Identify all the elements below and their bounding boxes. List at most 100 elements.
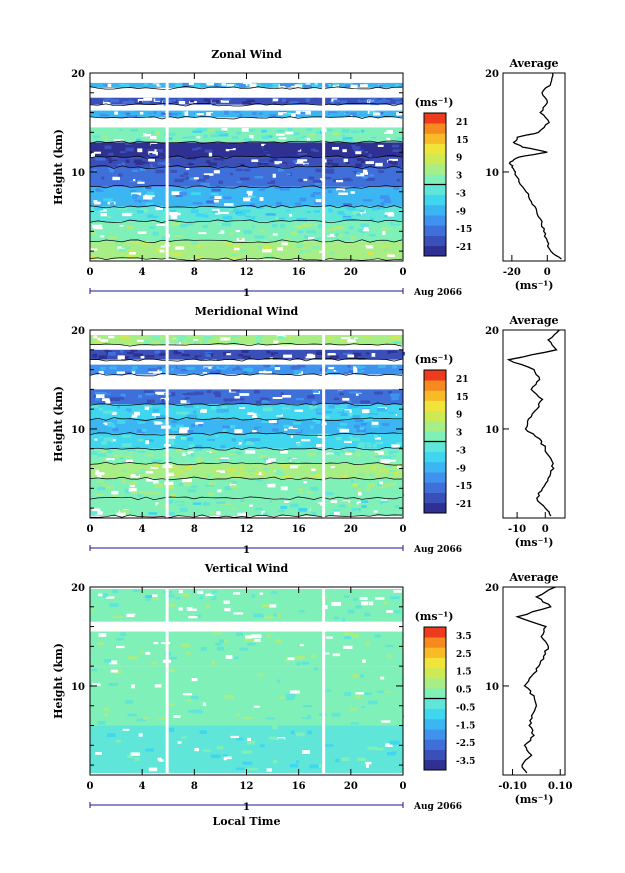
heatmap-speckle — [213, 170, 220, 174]
heatmap-speckle — [371, 84, 376, 88]
heatmap-speckle — [277, 679, 281, 683]
heatmap-speckle — [252, 449, 259, 453]
heatmap-speckle — [264, 244, 272, 247]
heatmap-speckle — [113, 139, 124, 142]
heatmap-speckle — [126, 224, 134, 227]
heatmap-speckle — [290, 499, 297, 503]
contour-line — [89, 402, 403, 406]
heatmap-speckle — [261, 143, 266, 147]
heatmap-speckle — [259, 454, 268, 458]
heatmap-speckle — [266, 425, 275, 429]
heatmap-speckle — [230, 485, 239, 489]
heatmap-speckle — [141, 428, 147, 432]
heatmap-speckle — [98, 339, 109, 342]
heatmap-layer-3 — [90, 588, 403, 622]
heatmap-speckle — [356, 173, 365, 177]
heatmap-speckle — [297, 152, 308, 156]
heatmap-speckle — [203, 173, 214, 176]
heatmap-speckle — [97, 137, 106, 141]
heatmap-speckle — [175, 597, 180, 600]
heatmap-speckle — [297, 488, 303, 491]
heatmap-speckle — [323, 605, 328, 609]
heatmap-speckle — [362, 684, 372, 688]
profile-x-axis-label: (ms⁻¹) — [515, 793, 554, 806]
colorbar-tick-label: 3 — [456, 429, 462, 439]
contour-line — [89, 496, 403, 501]
heatmap-speckle — [200, 459, 204, 463]
heatmap-speckle — [268, 501, 274, 505]
heatmap-speckle — [312, 179, 322, 183]
heatmap-speckle — [222, 158, 227, 161]
heatmap-speckle — [97, 337, 101, 341]
heatmap-speckle — [266, 459, 272, 464]
heatmap-speckle — [316, 351, 325, 356]
heatmap-layer-5 — [90, 157, 403, 167]
heatmap-speckle — [225, 148, 236, 152]
heatmap-speckle — [179, 224, 188, 228]
heatmap-speckle — [300, 441, 305, 444]
heatmap-speckle — [235, 137, 245, 141]
heatmap-speckle — [225, 224, 231, 229]
heatmap-speckle — [191, 424, 195, 428]
heatmap-speckle — [234, 451, 242, 455]
heatmap-speckle — [145, 440, 150, 445]
heatmap-speckle — [97, 642, 104, 646]
heatmap-speckle — [236, 131, 242, 135]
heatmap-speckle — [349, 391, 359, 394]
heatmap-speckle — [151, 114, 161, 117]
heatmap-speckle — [284, 500, 290, 504]
heatmap-speckle — [222, 429, 227, 433]
heatmap-speckle — [98, 355, 107, 360]
heatmap-speckle — [211, 405, 217, 410]
heatmap-speckle — [342, 433, 351, 437]
heatmap-speckle — [179, 507, 188, 512]
heatmap-speckle — [122, 473, 126, 476]
heatmap-speckle — [322, 443, 329, 447]
heatmap-speckle — [269, 467, 277, 471]
heatmap-speckle — [178, 647, 188, 652]
heatmap-speckle — [170, 467, 179, 470]
heatmap-speckle — [105, 111, 114, 115]
heatmap-speckle — [240, 499, 245, 503]
heatmap-speckle — [152, 608, 160, 611]
heatmap-speckle — [296, 469, 303, 473]
heatmap-speckle — [265, 338, 269, 343]
heatmap-speckle — [389, 740, 400, 745]
heatmap-speckle — [217, 230, 225, 234]
heatmap-speckle — [395, 100, 402, 105]
heatmap-speckle — [358, 503, 369, 506]
heatmap-speckle — [93, 169, 97, 173]
heatmap-speckle — [192, 202, 203, 205]
heatmap-speckle — [335, 202, 341, 205]
heatmap-speckle — [290, 132, 300, 136]
heatmap-speckle — [281, 242, 288, 246]
heatmap-speckle — [127, 449, 136, 452]
heatmap-speckle — [157, 757, 162, 761]
heatmap-speckle — [253, 613, 264, 618]
heatmap-speckle — [315, 113, 319, 118]
heatmap-speckle — [242, 761, 253, 765]
heatmap-speckle — [190, 209, 199, 214]
heatmap-speckle — [111, 490, 119, 495]
heatmap-speckle — [280, 506, 288, 509]
heatmap-speckle — [108, 351, 116, 356]
heatmap-speckle — [282, 474, 287, 477]
colorbar-swatch — [424, 431, 446, 442]
heatmap-speckle — [384, 197, 391, 202]
heatmap-speckle — [323, 352, 328, 357]
date-suffix: Aug 2066 — [413, 288, 462, 298]
heatmap-speckle — [115, 637, 124, 641]
colorbar-swatch — [424, 637, 446, 648]
heatmap-speckle — [313, 149, 319, 152]
heatmap-speckle — [144, 194, 155, 197]
heatmap-speckle — [339, 428, 350, 433]
heatmap-speckle — [170, 169, 177, 173]
heatmap-speckle — [326, 452, 334, 455]
heatmap-speckle — [177, 741, 182, 744]
heatmap-speckle — [370, 507, 378, 512]
heatmap-speckle — [91, 669, 98, 672]
heatmap-speckle — [116, 645, 125, 649]
heatmap-speckle — [148, 423, 152, 428]
heatmap-speckle — [147, 368, 158, 372]
heatmap-speckle — [255, 440, 263, 444]
